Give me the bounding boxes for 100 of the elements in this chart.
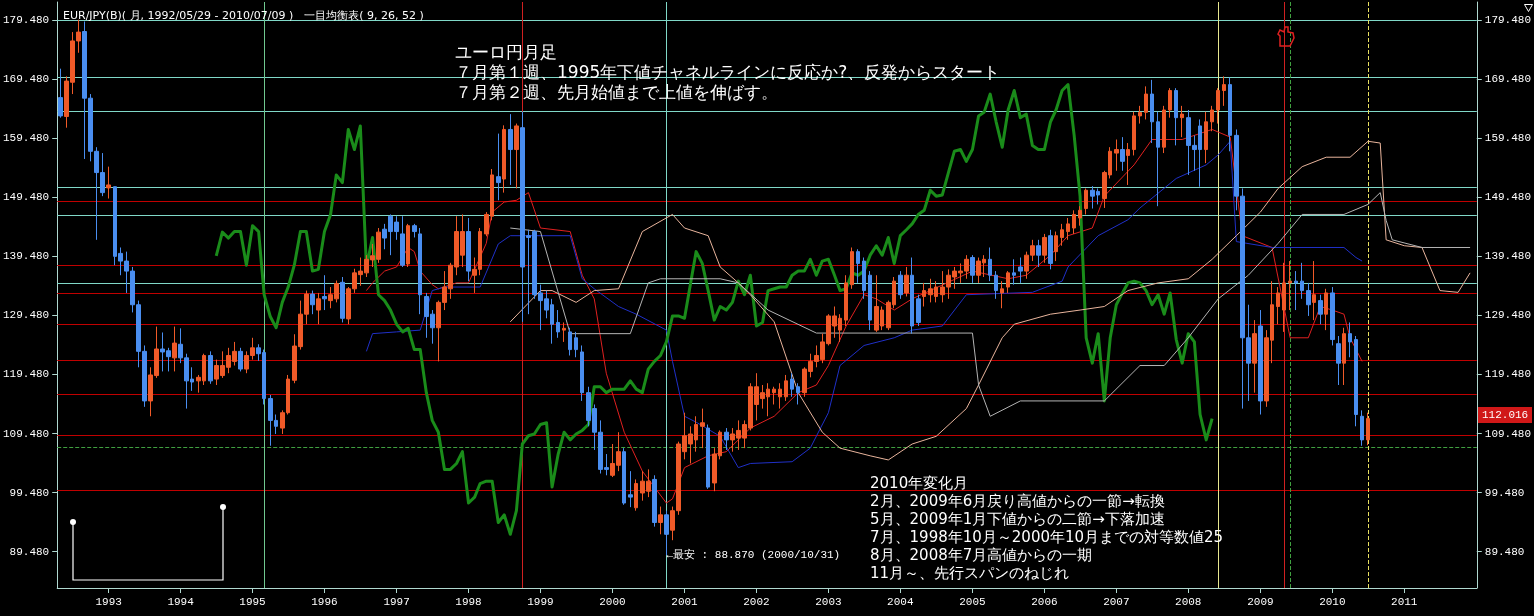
candlestick <box>1366 412 1370 446</box>
candlestick <box>1348 321 1352 358</box>
candlestick <box>1300 262 1304 300</box>
candlestick <box>784 374 788 402</box>
x-tick-label: 2003 <box>815 595 842 608</box>
candlestick <box>856 248 860 284</box>
y-tick-label: 159.480 <box>2 132 50 145</box>
candlestick <box>1150 79 1154 144</box>
y-tick-label: 89.480 <box>9 545 50 558</box>
candlestick <box>568 327 572 356</box>
x-tick-label: 2005 <box>959 595 986 608</box>
candlestick <box>400 215 405 268</box>
candlestick <box>172 326 177 372</box>
candlestick <box>1222 75 1226 107</box>
candlestick <box>868 270 872 331</box>
candlestick <box>634 478 638 512</box>
candlestick <box>796 382 800 405</box>
candlestick <box>850 246 854 290</box>
candlestick <box>1282 262 1286 333</box>
x-tick-label: 1999 <box>527 595 554 608</box>
candlestick <box>1060 223 1064 247</box>
annotation: 2月、2009年6月戻り高値からの一節→転換 <box>870 492 1165 510</box>
candlestick <box>496 133 501 201</box>
candlestick <box>1072 209 1076 235</box>
y2-tick-label: 99.480 <box>1484 486 1525 499</box>
candlestick <box>772 386 776 405</box>
candlestick <box>1120 136 1125 172</box>
y-tick-label: 149.480 <box>2 191 50 204</box>
candlestick <box>1066 217 1070 241</box>
candlestick <box>1132 111 1136 156</box>
candlestick <box>1228 77 1232 152</box>
candlestick <box>1084 187 1088 215</box>
y-tick-label: 179.480 <box>2 14 50 27</box>
y2-tick-label: 89.480 <box>1484 545 1525 558</box>
candlestick <box>310 290 315 315</box>
x-tick-label: 1993 <box>95 595 122 608</box>
candlestick <box>628 470 633 508</box>
candlestick <box>862 257 866 300</box>
candlestick <box>700 408 705 449</box>
candlestick <box>898 270 903 300</box>
candlestick <box>1342 327 1346 386</box>
candlestick <box>994 270 998 300</box>
candlestick <box>1360 409 1364 447</box>
candlestick <box>1138 105 1142 125</box>
candlestick <box>706 424 710 490</box>
x-tick-label: 1997 <box>383 595 410 608</box>
candlestick <box>988 246 992 282</box>
y2-tick-label: 149.480 <box>1484 191 1532 204</box>
candlestick <box>1006 270 1010 294</box>
candlestick <box>418 227 422 315</box>
x-tick-label: 1995 <box>239 595 266 608</box>
x-tick-label: 2011 <box>1391 595 1418 608</box>
annotation: 11月～、先行スパンのねじれ <box>870 564 1070 582</box>
candlestick <box>1336 335 1341 386</box>
candlestick <box>778 382 782 410</box>
candlestick <box>412 223 417 238</box>
candlestick <box>1162 105 1166 154</box>
x-tick-label: 2000 <box>599 595 626 608</box>
candlestick <box>1156 111 1160 207</box>
candlestick <box>724 427 729 451</box>
candlestick <box>1306 282 1311 317</box>
y-tick-label: 129.480 <box>2 309 50 322</box>
candlestick <box>844 274 848 327</box>
annotation: 2010年変化月 <box>870 474 969 492</box>
candlestick <box>1294 270 1298 311</box>
candlestick <box>340 276 345 323</box>
y2-tick-label: 159.480 <box>1484 132 1532 145</box>
y-tick-label: 119.480 <box>2 368 50 381</box>
x-tick-label: 1994 <box>167 595 195 608</box>
y2-tick-label: 119.480 <box>1484 368 1532 381</box>
candlestick <box>508 113 513 186</box>
candlestick <box>1210 105 1214 132</box>
candlestick <box>1048 229 1053 270</box>
x-tick-label: 2010 <box>1319 595 1346 608</box>
candlestick <box>1018 257 1023 284</box>
annotation: ユーロ円月足 <box>455 42 557 62</box>
x-tick-label: 1996 <box>311 595 338 608</box>
y-tick-label: 99.480 <box>9 486 50 499</box>
line-series <box>509 192 1471 417</box>
candlestick <box>790 372 794 398</box>
x-tick-label: 2008 <box>1175 595 1202 608</box>
candlestick <box>1318 294 1323 325</box>
candlestick <box>1330 286 1335 346</box>
x-tick-label: 2002 <box>743 595 770 608</box>
candlestick <box>580 344 584 402</box>
line-series <box>509 140 1471 461</box>
candlestick <box>1144 85 1148 120</box>
candlestick <box>322 274 327 311</box>
candlestick <box>1114 139 1119 172</box>
candlestick <box>1012 258 1016 286</box>
candlestick <box>406 223 410 268</box>
y2-tick-label: 179.480 <box>1484 14 1532 27</box>
candlestick <box>916 294 921 327</box>
y2-tick-label: 139.480 <box>1484 250 1532 263</box>
candlestick <box>502 124 506 194</box>
candlestick <box>1276 286 1280 325</box>
y2-tick-label: 129.480 <box>1484 309 1532 322</box>
candlestick <box>1036 239 1041 268</box>
candlestick <box>466 217 471 282</box>
candlestick <box>1078 205 1082 227</box>
